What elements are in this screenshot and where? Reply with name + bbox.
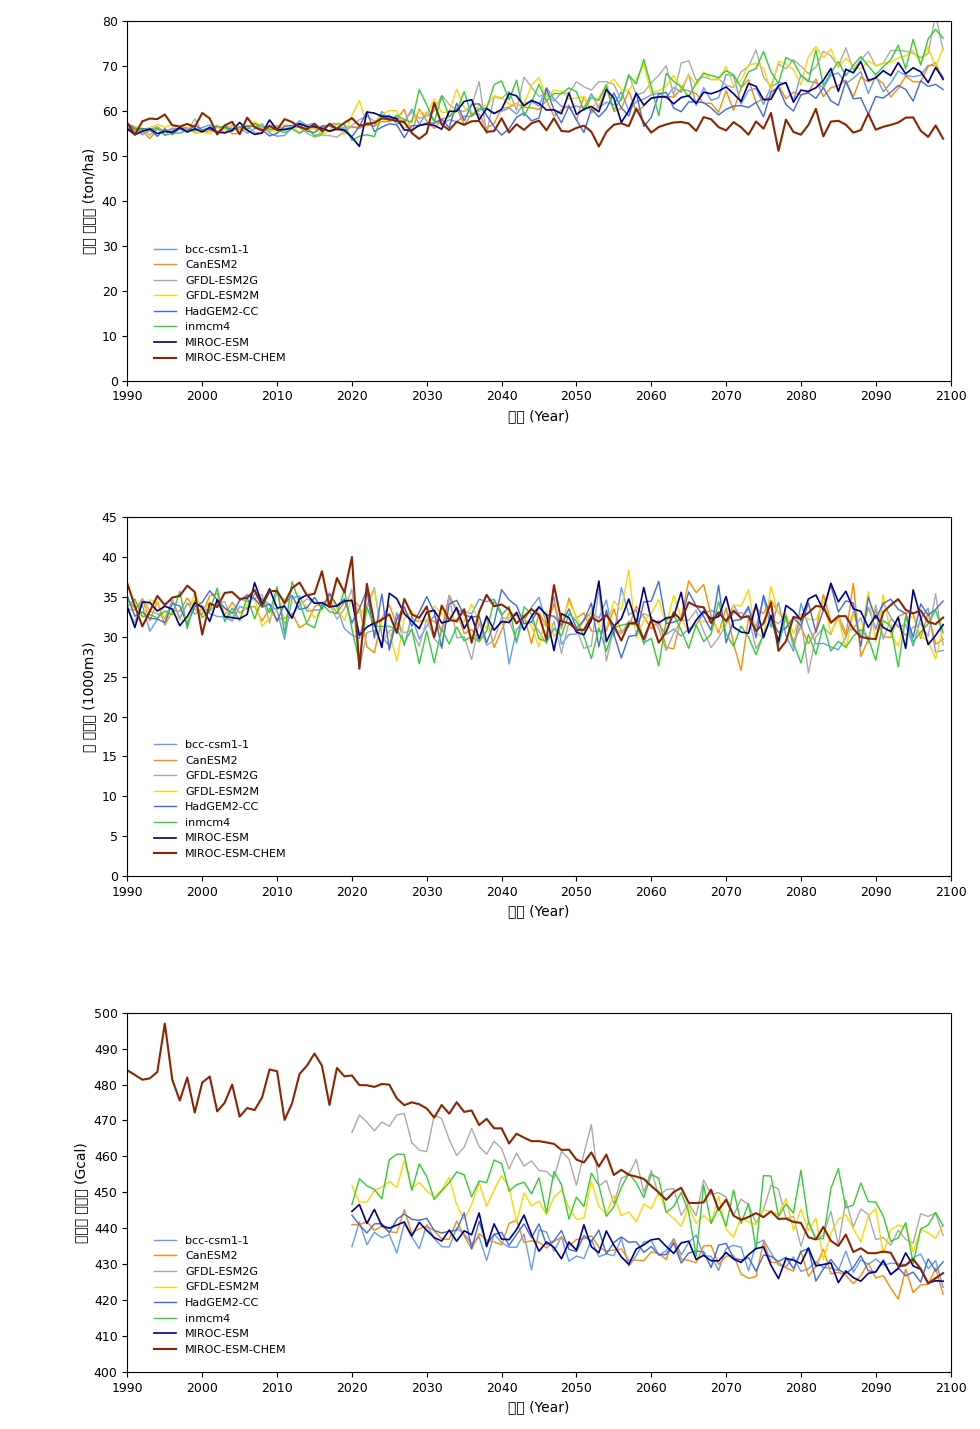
X-axis label: 년도 (Year): 년도 (Year) (509, 1400, 569, 1415)
X-axis label: 년도 (Year): 년도 (Year) (509, 905, 569, 919)
X-axis label: 년도 (Year): 년도 (Year) (509, 409, 569, 423)
Legend: bcc-csm1-1, CanESM2, GFDL-ESM2G, GFDL-ESM2M, HadGEM2-CC, inmcm4, MIROC-ESM, MIRO: bcc-csm1-1, CanESM2, GFDL-ESM2G, GFDL-ES… (149, 1232, 291, 1359)
Legend: bcc-csm1-1, CanESM2, GFDL-ESM2G, GFDL-ESM2M, HadGEM2-CC, inmcm4, MIROC-ESM, MIRO: bcc-csm1-1, CanESM2, GFDL-ESM2G, GFDL-ES… (149, 240, 291, 367)
Y-axis label: 에너지 사용량 (Gcal): 에너지 사용량 (Gcal) (74, 1142, 88, 1243)
Y-axis label: 작물 생산량 (ton/ha): 작물 생산량 (ton/ha) (82, 147, 96, 254)
Legend: bcc-csm1-1, CanESM2, GFDL-ESM2G, GFDL-ESM2M, HadGEM2-CC, inmcm4, MIROC-ESM, MIRO: bcc-csm1-1, CanESM2, GFDL-ESM2G, GFDL-ES… (149, 736, 291, 863)
Y-axis label: 물 사용량 (1000m3): 물 사용량 (1000m3) (82, 642, 96, 752)
